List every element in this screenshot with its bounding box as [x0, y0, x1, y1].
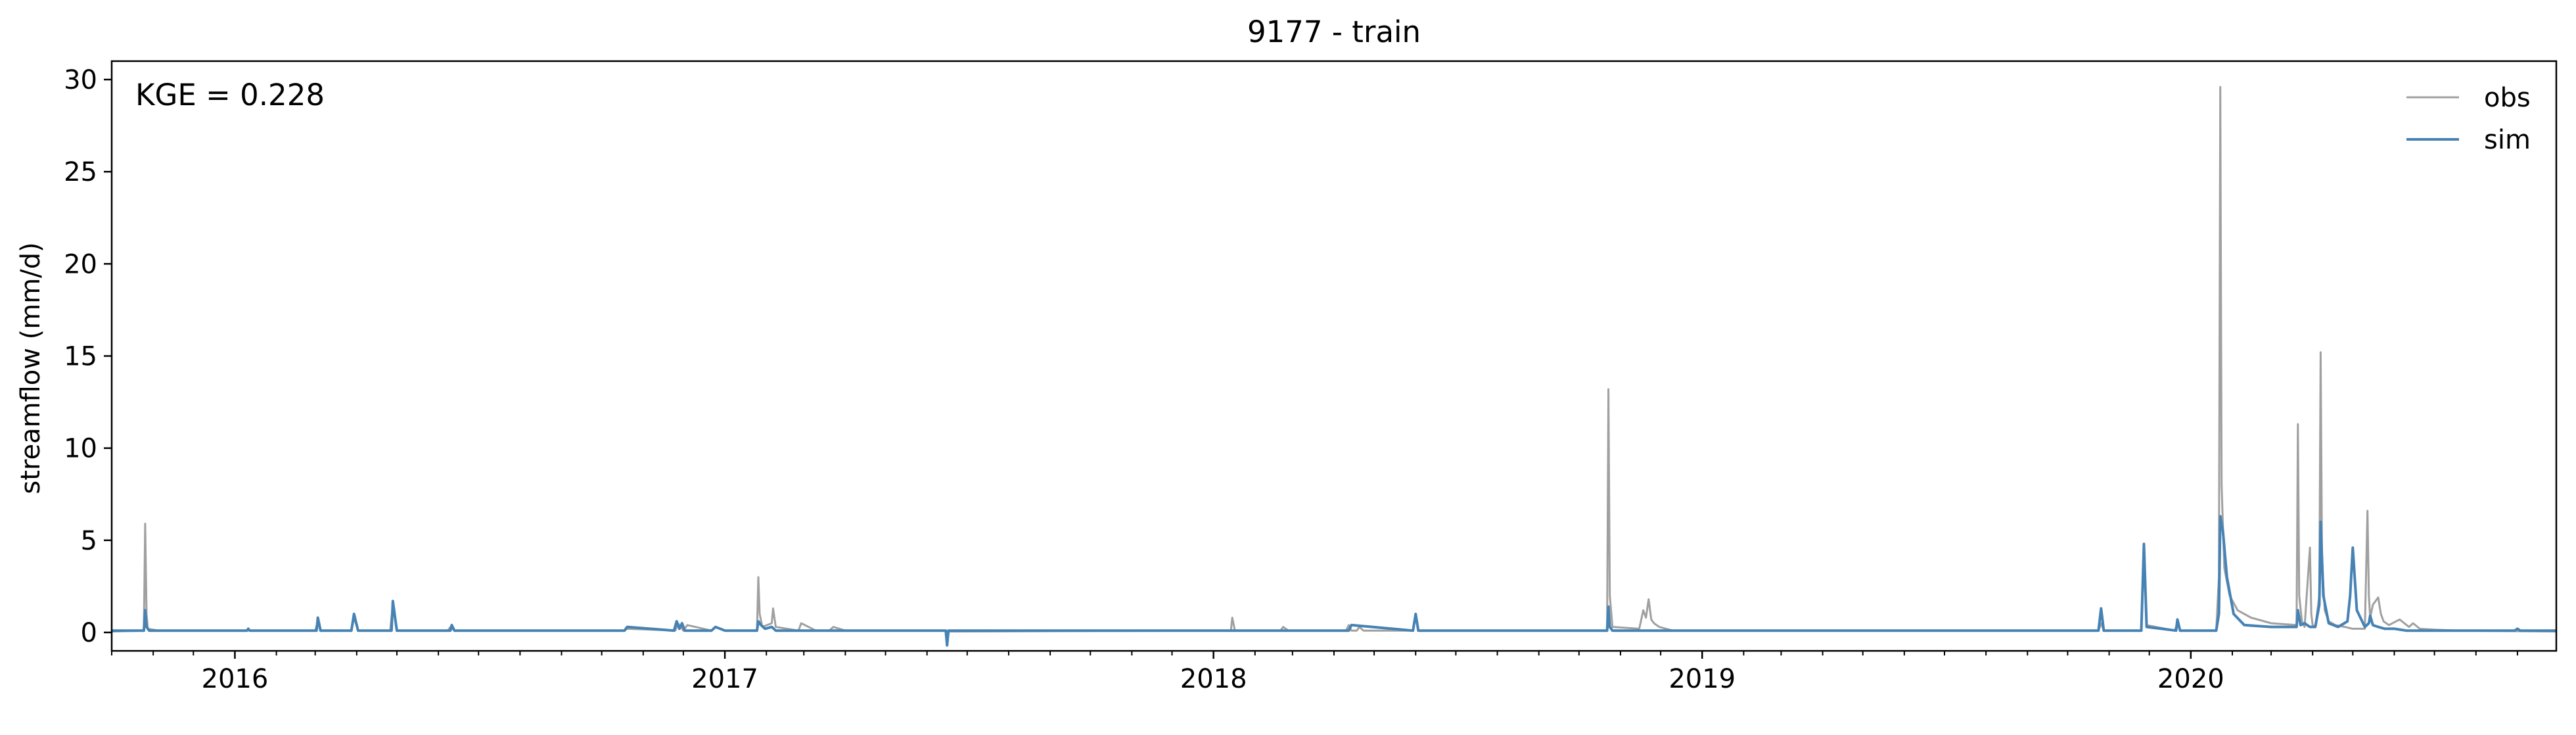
legend-label-sim: sim	[2484, 125, 2531, 155]
y-tick-label: 15	[64, 342, 97, 372]
y-tick-label: 30	[64, 65, 97, 95]
y-tick-label: 5	[81, 526, 97, 556]
y-tick-label: 0	[81, 618, 97, 648]
kge-annotation: KGE = 0.228	[135, 78, 325, 112]
y-axis-ticks: 0 5 10 15 20 25 30	[64, 65, 112, 648]
x-tick-label: 2016	[202, 664, 269, 694]
plot-area	[111, 85, 2557, 647]
x-tick-label: 2017	[691, 664, 758, 694]
legend-label-obs: obs	[2484, 83, 2531, 113]
legend: obs sim	[2406, 83, 2531, 155]
y-tick-label: 20	[64, 249, 97, 279]
x-tick-label: 2020	[2157, 664, 2224, 694]
x-tick-label: 2019	[1668, 664, 1736, 694]
chart-title: 9177 - train	[1247, 14, 1421, 49]
y-tick-label: 25	[64, 157, 97, 187]
series-line-sim	[112, 515, 2556, 647]
x-tick-label: 2018	[1180, 664, 1247, 694]
y-axis-label: streamflow (mm/d)	[16, 242, 46, 494]
plot-frame	[110, 60, 2558, 652]
x-axis-ticks: 2016 2017 2018 2019 2020	[111, 651, 2518, 694]
y-tick-label: 10	[64, 434, 97, 464]
